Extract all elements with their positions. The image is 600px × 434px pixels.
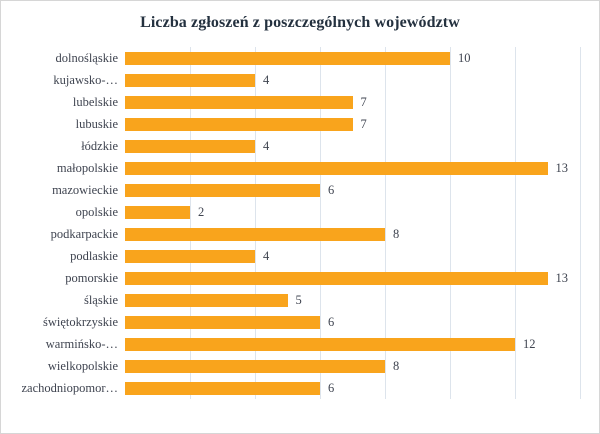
value-label: 6	[328, 182, 335, 197]
value-label: 6	[328, 380, 335, 395]
chart-title: Liczba zgłoszeń z poszczególnych wojewód…	[140, 14, 460, 31]
bar	[125, 183, 320, 197]
chart-row: kujawsko-… 4	[1, 69, 599, 91]
bar	[125, 161, 548, 175]
value-label: 8	[393, 358, 400, 373]
gridline	[320, 47, 321, 399]
category-label: warmińsko-…	[45, 336, 118, 351]
bar-track: 13	[125, 160, 580, 175]
value-label: 7	[360, 116, 367, 131]
category-label: małopolskie	[56, 160, 118, 175]
bar	[125, 337, 515, 351]
chart-row: łódzkie 4	[1, 135, 599, 157]
gridline	[580, 47, 581, 399]
bar	[125, 205, 190, 219]
bar-track: 8	[125, 358, 580, 373]
bar-track: 10	[125, 50, 580, 65]
bar	[125, 139, 255, 153]
gridline	[190, 47, 191, 399]
category-label: zachodniopomor…	[21, 380, 118, 395]
bar	[125, 315, 320, 329]
category-label: opolskie	[75, 204, 118, 219]
bar-track: 4	[125, 72, 580, 87]
bar-track: 6	[125, 380, 580, 395]
bar-track: 4	[125, 248, 580, 263]
bar-track: 12	[125, 336, 580, 351]
chart-row: lubelskie 7	[1, 91, 599, 113]
value-label: 10	[458, 50, 471, 65]
value-label: 8	[393, 226, 400, 241]
category-label: mazowieckie	[52, 182, 118, 197]
bar	[125, 95, 353, 109]
chart-rows: dolnośląskie 10 kujawsko-… 4 lubelskie 7…	[1, 47, 599, 399]
bar	[125, 381, 320, 395]
chart-row: dolnośląskie 10	[1, 47, 599, 69]
bar-track: 7	[125, 94, 580, 109]
value-label: 12	[523, 336, 536, 351]
bar	[125, 51, 450, 65]
value-label: 7	[360, 94, 367, 109]
gridline	[385, 47, 386, 399]
gridline	[255, 47, 256, 399]
category-label: lubuskie	[75, 116, 118, 131]
value-label: 13	[555, 270, 569, 285]
bar	[125, 227, 385, 241]
bar-track: 8	[125, 226, 580, 241]
gridline	[450, 47, 451, 399]
bar-track: 7	[125, 116, 580, 131]
category-label: podlaskie	[70, 248, 118, 263]
bar-track: 2	[125, 204, 580, 219]
category-label: świętokrzyskie	[43, 314, 118, 329]
gridline	[515, 47, 516, 399]
chart-row: pomorskie 13	[1, 267, 599, 289]
bar	[125, 271, 548, 285]
chart-row: śląskie 5	[1, 289, 599, 311]
value-label: 6	[328, 314, 335, 329]
category-label: śląskie	[83, 292, 118, 307]
chart-row: wielkopolskie 8	[1, 355, 599, 377]
category-label: wielkopolskie	[47, 358, 118, 373]
chart-row: podkarpackie 8	[1, 223, 599, 245]
bar	[125, 293, 288, 307]
bar-track: 13	[125, 270, 580, 285]
bar-track: 6	[125, 314, 580, 329]
chart-row: małopolskie 13	[1, 157, 599, 179]
bar	[125, 73, 255, 87]
chart-row: lubuskie 7	[1, 113, 599, 135]
category-label: kujawsko-…	[53, 72, 118, 87]
value-label: 2	[198, 204, 205, 219]
category-label: łódzkie	[81, 138, 118, 153]
bar-track: 5	[125, 292, 580, 307]
category-label: podkarpackie	[50, 226, 118, 241]
bar-track: 4	[125, 138, 580, 153]
chart-row: warmińsko-… 12	[1, 333, 599, 355]
chart-row: opolskie 2	[1, 201, 599, 223]
bar	[125, 249, 255, 263]
bar-chart: dolnośląskie 10 kujawsko-… 4 lubelskie 7…	[1, 47, 599, 399]
value-label: 5	[295, 292, 302, 307]
chart-row: zachodniopomor… 6	[1, 377, 599, 399]
category-label: pomorskie	[65, 270, 118, 285]
bar	[125, 117, 353, 131]
chart-row: mazowieckie 6	[1, 179, 599, 201]
chart-row: świętokrzyskie 6	[1, 311, 599, 333]
value-label: 4	[263, 138, 270, 153]
value-label: 13	[555, 160, 569, 175]
gridline-layer	[125, 47, 581, 399]
chart-row: podlaskie 4	[1, 245, 599, 267]
value-label: 4	[263, 248, 270, 263]
category-label: dolnośląskie	[55, 50, 119, 65]
category-label: lubelskie	[72, 94, 118, 109]
bar	[125, 359, 385, 373]
value-label: 4	[263, 72, 270, 87]
bar-track: 6	[125, 182, 580, 197]
